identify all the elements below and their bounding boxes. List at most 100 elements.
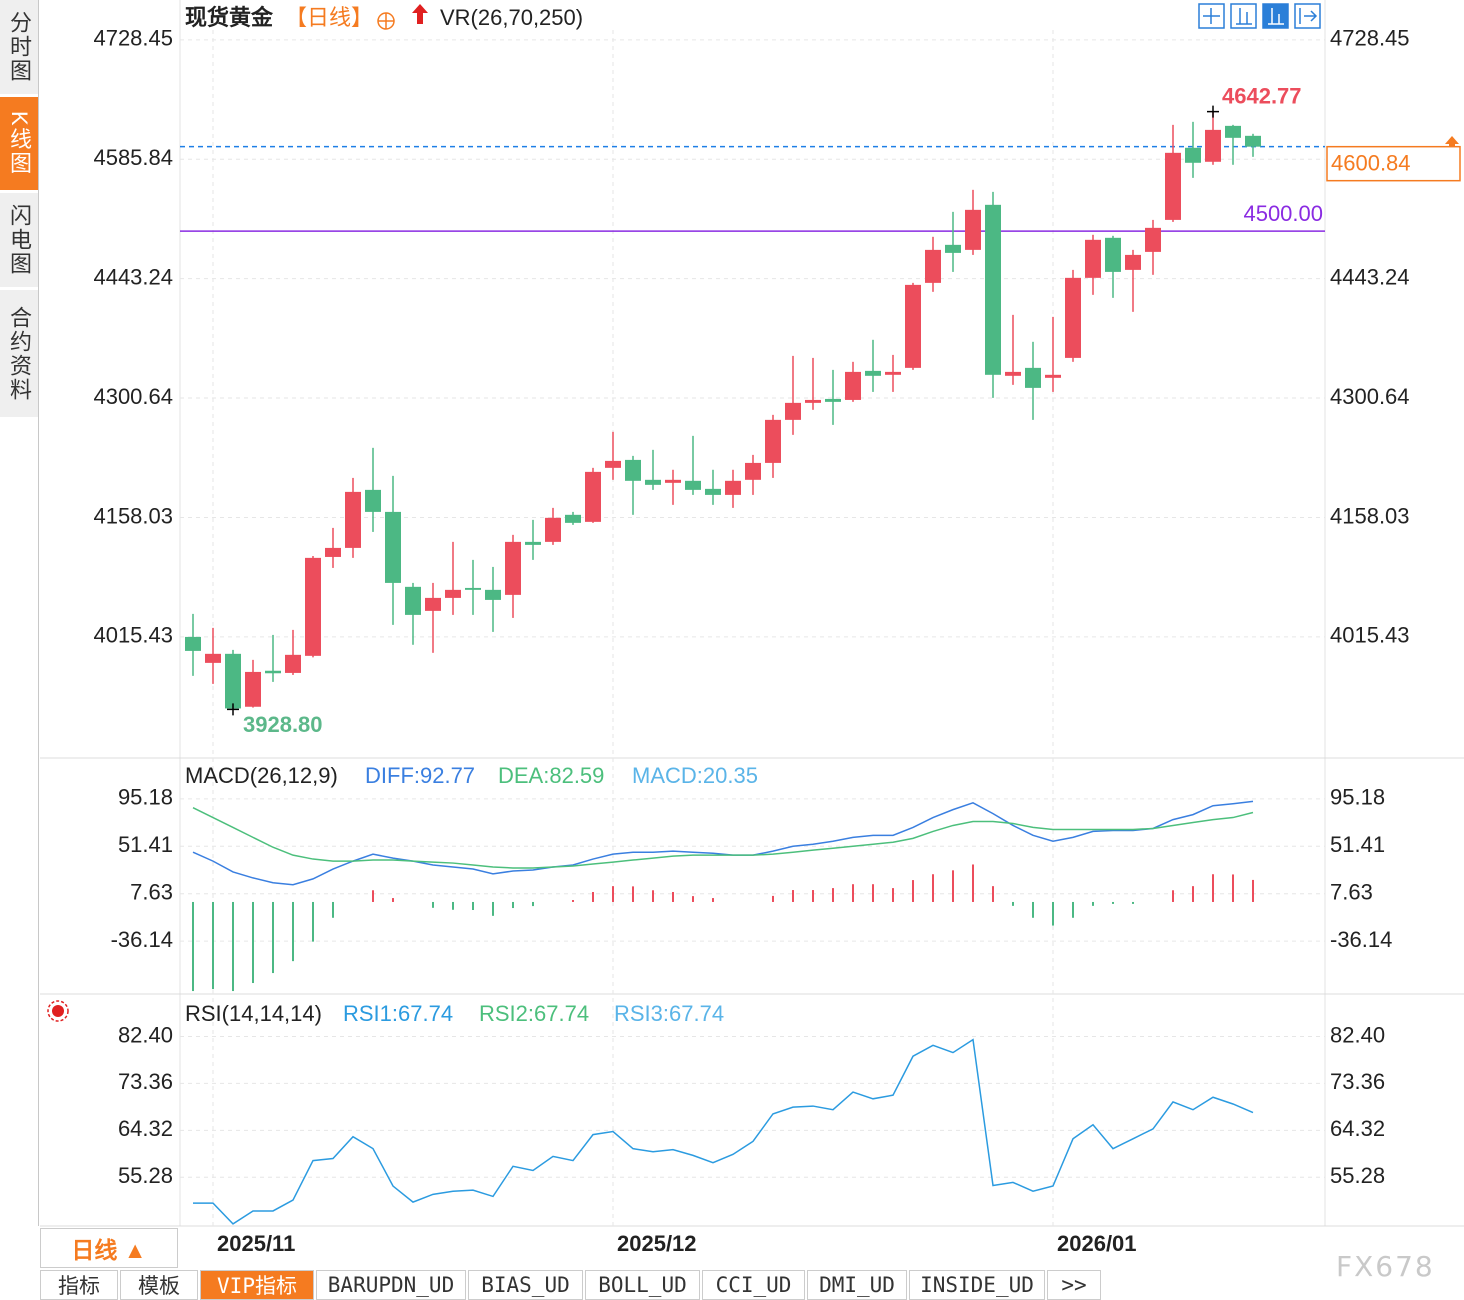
- candle-body: [585, 471, 601, 522]
- candle-body: [725, 480, 741, 495]
- indicator-label: VR(26,70,250): [440, 5, 583, 30]
- y-tick-label-right: 4015.43: [1330, 623, 1410, 648]
- candle-body: [325, 547, 341, 557]
- legend-entry: RSI1:67.74: [343, 1001, 453, 1026]
- y-tick-label: 4015.43: [93, 623, 173, 648]
- instrument-title: 现货黄金: [185, 5, 274, 30]
- candle-body: [1025, 367, 1041, 388]
- y-tick-label: 73.36: [118, 1069, 173, 1094]
- candle-body: [765, 419, 781, 463]
- candle-body: [905, 284, 921, 368]
- candle-body: [265, 670, 281, 674]
- candle-body: [1245, 135, 1261, 147]
- candle-body: [645, 479, 661, 485]
- candle-body: [285, 654, 301, 673]
- y-tick-label: 4585.84: [93, 145, 173, 170]
- candle-body: [245, 671, 261, 707]
- candle-body: [665, 479, 681, 483]
- toolbar[interactable]: [1198, 3, 1321, 29]
- y-tick-label-right: 82.40: [1330, 1022, 1385, 1047]
- indicator-tab[interactable]: BIAS_UD: [468, 1270, 583, 1300]
- y-tick-label: -36.14: [111, 927, 173, 952]
- candle-body: [885, 371, 901, 375]
- candle-body: [405, 586, 421, 615]
- candle-body: [705, 488, 721, 495]
- candle-body: [685, 480, 701, 490]
- candle-body: [1145, 227, 1161, 252]
- candle-body: [385, 511, 401, 583]
- y-tick-label: 55.28: [118, 1163, 173, 1188]
- y-tick-label-right: 4443.24: [1330, 264, 1410, 289]
- sidebar-tab[interactable]: 分时图: [0, 0, 38, 97]
- legend-entry: MACD:20.35: [632, 763, 758, 788]
- candle-body: [1105, 237, 1121, 272]
- series-line: [193, 1038, 1254, 1225]
- sidebar-tab[interactable]: 合约资料: [0, 290, 38, 420]
- y-tick-label-right: 55.28: [1330, 1163, 1385, 1188]
- y-tick-label: 7.63: [130, 880, 173, 905]
- series-line: [192, 807, 1254, 869]
- high-label: 4642.77: [1222, 83, 1302, 108]
- y-tick-label-right: 7.63: [1330, 880, 1373, 905]
- candle-body: [445, 589, 461, 598]
- y-tick-label-right: 4728.45: [1330, 26, 1410, 51]
- y-tick-label: 4443.24: [93, 264, 173, 289]
- series-line: [192, 800, 1254, 886]
- candle-body: [1085, 239, 1101, 278]
- add-icon[interactable]: [377, 12, 395, 30]
- y-tick-label: 95.18: [118, 785, 173, 810]
- reference-label: 4500.00: [1243, 201, 1323, 226]
- candle-body: [205, 653, 221, 663]
- candle-body: [965, 209, 981, 250]
- candle-body: [425, 597, 441, 611]
- panel-title: MACD(26,12,9): [185, 763, 338, 788]
- last-price-box: [1326, 145, 1461, 182]
- y-tick-label-right: -36.14: [1330, 927, 1392, 952]
- high-marker: [1207, 105, 1219, 118]
- indicator-tab[interactable]: DMI_UD: [807, 1270, 907, 1300]
- period-button[interactable]: 日线 ▲: [40, 1228, 178, 1268]
- indicator-tab[interactable]: VIP指标: [200, 1270, 314, 1300]
- indicator-tab[interactable]: INSIDE_UD: [909, 1270, 1045, 1300]
- candle-body: [565, 514, 581, 523]
- legend-entry: RSI2:67.74: [479, 1001, 589, 1026]
- candle-body: [545, 517, 561, 542]
- y-tick-label: 82.40: [118, 1022, 173, 1047]
- y-tick-label: 4728.45: [93, 26, 173, 51]
- candle-body: [1065, 277, 1081, 358]
- candle-body: [485, 589, 501, 600]
- x-tick-label: 2025/12: [617, 1231, 697, 1256]
- period-label: 【日线】: [285, 5, 373, 30]
- candle-body: [985, 204, 1001, 375]
- y-tick-label-right: 51.41: [1330, 832, 1385, 857]
- candle-body: [525, 541, 541, 545]
- low-label: 3928.80: [243, 712, 323, 737]
- x-tick-label: 2026/01: [1057, 1231, 1137, 1256]
- sidebar-tab[interactable]: K线图: [0, 97, 38, 193]
- candle-body: [945, 244, 961, 253]
- legend-entry: DEA:82.59: [498, 763, 604, 788]
- candle-body: [605, 460, 621, 468]
- candle-body: [1205, 129, 1221, 162]
- candle-body: [305, 557, 321, 656]
- indicator-tab[interactable]: 模板: [120, 1270, 198, 1300]
- candle-body: [745, 462, 761, 480]
- price-arrow-icon: [1445, 136, 1459, 150]
- indicator-tabs: 指标 模板 VIP指标 BARUPDN_UD BIAS_UD BOLL_UD CCI_UD D…: [40, 1270, 1103, 1300]
- indicator-tab[interactable]: 指标: [40, 1270, 118, 1300]
- candle-body: [925, 249, 941, 283]
- settings-icon[interactable]: [47, 1000, 69, 1022]
- indicator-tab[interactable]: BOLL_UD: [585, 1270, 700, 1300]
- candle-body: [825, 398, 841, 402]
- candle-body: [185, 636, 201, 651]
- y-tick-label: 51.41: [118, 832, 173, 857]
- sidebar-tab[interactable]: 闪电图: [0, 193, 38, 290]
- candle-body: [225, 653, 241, 709]
- y-tick-label: 64.32: [118, 1116, 173, 1141]
- y-tick-label-right: 95.18: [1330, 785, 1385, 810]
- indicator-tab[interactable]: BARUPDN_UD: [316, 1270, 466, 1300]
- y-tick-label: 4158.03: [93, 503, 173, 528]
- indicator-tab[interactable]: >>: [1047, 1270, 1101, 1300]
- indicator-tab[interactable]: CCI_UD: [702, 1270, 805, 1300]
